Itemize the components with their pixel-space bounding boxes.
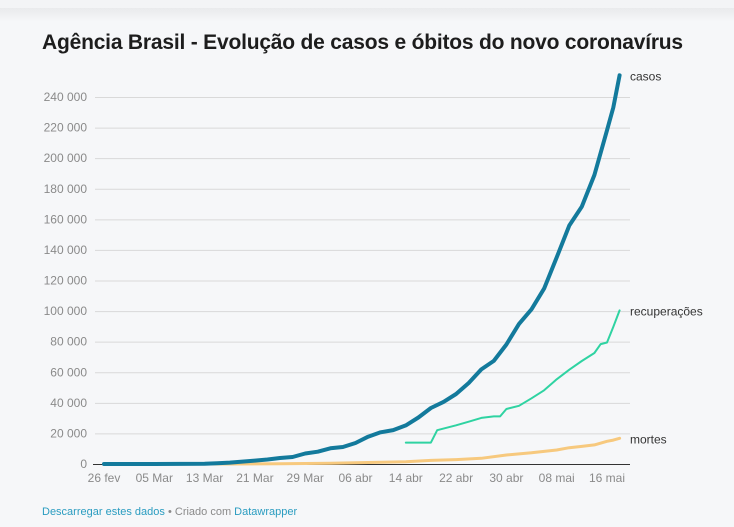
chart-title: Agência Brasil - Evolução de casos e óbi…: [42, 31, 683, 54]
x-tick-label: 29 Mar: [287, 471, 324, 485]
y-tick-label: 0: [80, 457, 87, 471]
y-tick-label: 220 000: [44, 121, 88, 135]
gridlines: [93, 97, 630, 465]
top-strip: [0, 0, 734, 8]
series-label-recuperacoes: recuperações: [630, 304, 703, 318]
line-chart: 0 20 000 40 000 60 000 80 000 100 000 120 000 1…: [44, 69, 703, 485]
footer-separator: • Criado com: [164, 506, 235, 518]
x-tick-label: 16 mai: [589, 471, 625, 485]
y-tick-label: 180 000: [44, 182, 88, 196]
y-tick-label: 240 000: [44, 90, 88, 104]
datawrapper-link[interactable]: Datawrapper: [234, 506, 298, 518]
x-tick-label: 14 abr: [389, 471, 423, 485]
y-tick-label: 120 000: [44, 274, 88, 288]
y-tick-label: 160 000: [44, 212, 88, 226]
series-line-mortes: [102, 436, 622, 466]
y-tick-label: 140 000: [44, 243, 88, 257]
series-lines: [102, 73, 622, 466]
download-data-link[interactable]: Descarregar estes dados: [42, 506, 165, 518]
top-shade: [0, 8, 734, 22]
series-line-casos: [102, 73, 622, 466]
y-tick-label: 80 000: [50, 335, 87, 349]
x-tick-label: 05 Mar: [136, 471, 173, 485]
x-tick-label: 21 Mar: [236, 471, 273, 485]
x-tick-label: 06 abr: [338, 471, 372, 485]
y-tick-label: 20 000: [50, 426, 87, 440]
y-tick-label: 40 000: [50, 396, 87, 410]
x-tick-label: 22 abr: [439, 471, 473, 485]
series-labels: mortes recuperações casos: [630, 69, 703, 446]
y-axis-ticks: 0 20 000 40 000 60 000 80 000 100 000 120 000 1…: [44, 90, 88, 471]
x-axis-ticks: 26 fev 05 Mar 13 Mar 21 Mar 29 Mar 06 abr 14 a…: [88, 471, 625, 485]
x-tick-label: 26 fev: [88, 471, 121, 485]
y-tick-label: 100 000: [44, 304, 88, 318]
series-line-recuperacoes: [404, 309, 621, 444]
x-tick-label: 13 Mar: [186, 471, 223, 485]
y-tick-label: 200 000: [44, 151, 88, 165]
x-tick-label: 08 mai: [539, 471, 575, 485]
series-label-casos: casos: [630, 69, 661, 83]
series-label-mortes: mortes: [630, 432, 667, 446]
chart-footer: Descarregar estes dados • Criado com Dat…: [42, 506, 297, 518]
y-tick-label: 60 000: [50, 365, 87, 379]
x-tick-label: 30 abr: [489, 471, 523, 485]
